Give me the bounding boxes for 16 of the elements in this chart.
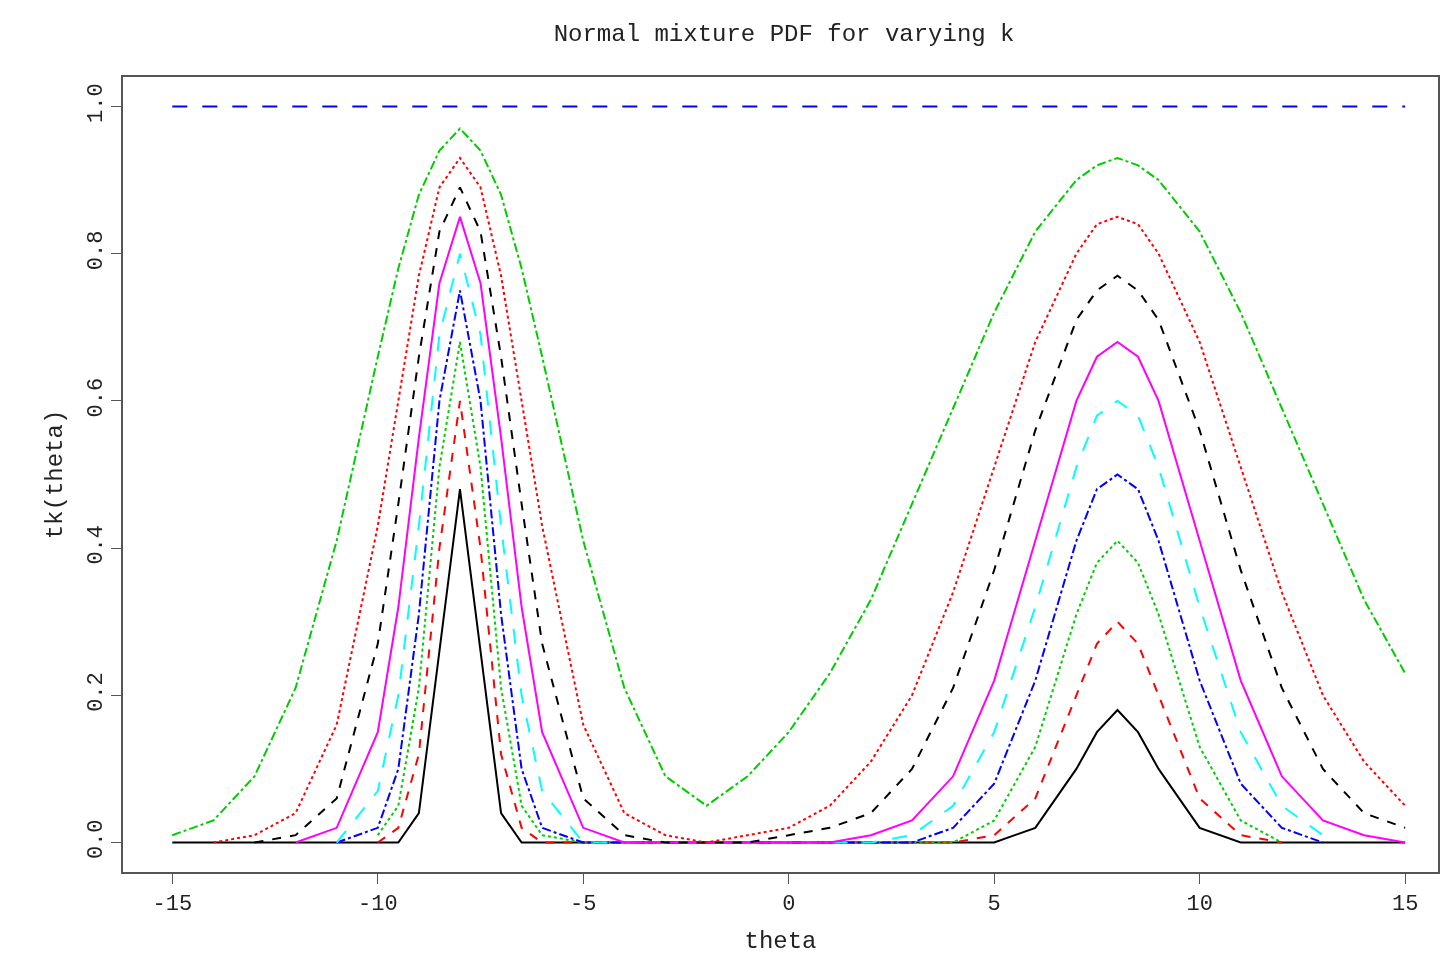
x-tick-label: 15 — [1391, 892, 1419, 918]
x-tick-label: -10 — [357, 892, 398, 918]
y-tick-label: 0.0 — [84, 819, 110, 860]
y-axis-title: tk(theta) — [42, 409, 70, 540]
x-tick-label: -15 — [152, 892, 193, 918]
x-tick-label: 10 — [1186, 892, 1213, 918]
chart-title: Normal mixture PDF for varying k — [553, 21, 1015, 49]
x-tick-label: -5 — [570, 892, 597, 918]
y-tick-label: 0.6 — [84, 377, 110, 418]
x-axis-title: theta — [744, 927, 817, 955]
y-tick-label: 0.2 — [84, 672, 110, 712]
y-tick-label: 1.0 — [84, 83, 110, 123]
y-tick-label: 0.8 — [84, 230, 110, 271]
x-tick-label: 0 — [782, 892, 796, 918]
x-tick-label: 5 — [987, 892, 1001, 918]
y-tick-label: 0.4 — [84, 525, 110, 565]
